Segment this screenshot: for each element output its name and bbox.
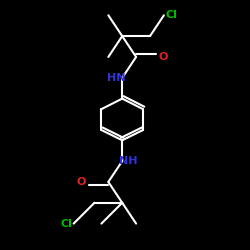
Text: O: O: [77, 177, 86, 187]
Text: O: O: [158, 52, 168, 62]
Text: NH: NH: [118, 156, 137, 166]
Text: HN: HN: [108, 73, 126, 83]
Text: Cl: Cl: [165, 10, 177, 20]
Text: Cl: Cl: [60, 218, 72, 228]
